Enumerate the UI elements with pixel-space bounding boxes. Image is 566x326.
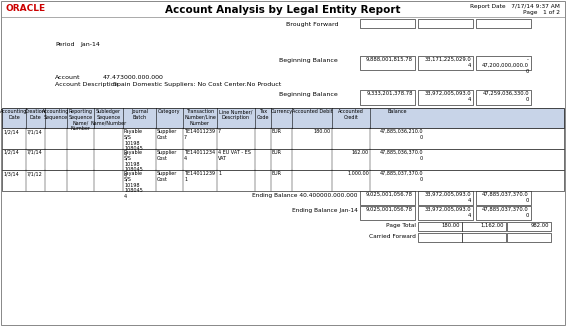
Text: EUR: EUR xyxy=(272,129,282,134)
Text: 1,162.00: 1,162.00 xyxy=(481,223,504,228)
Bar xyxy=(418,233,462,242)
Text: Transaction
Number/Line
Number: Transaction Number/Line Number xyxy=(184,109,216,126)
Bar xyxy=(360,191,415,205)
Text: 33,972,005,093.0
4: 33,972,005,093.0 4 xyxy=(424,91,471,102)
Text: 47.473000.000.000: 47.473000.000.000 xyxy=(103,75,164,80)
Bar xyxy=(418,206,473,220)
Text: 47,885,036,370.0
0: 47,885,036,370.0 0 xyxy=(379,150,423,161)
Text: ORACLE: ORACLE xyxy=(6,4,46,13)
Text: Spain Domestic Suppliers: No Cost Center.No Product: Spain Domestic Suppliers: No Cost Center… xyxy=(113,82,281,87)
Text: 162.00: 162.00 xyxy=(352,150,369,155)
Text: 47,885,036,210.0
0: 47,885,036,210.0 0 xyxy=(379,129,423,140)
Text: Supplier
Cost: Supplier Cost xyxy=(157,171,177,182)
Text: Carried Forward: Carried Forward xyxy=(369,234,416,239)
Bar xyxy=(418,222,462,231)
Text: Account Analysis by Legal Entity Report: Account Analysis by Legal Entity Report xyxy=(165,5,401,15)
Text: Payable
S/S
10198
108045
4: Payable S/S 10198 108045 4 xyxy=(124,150,143,178)
Text: Tax
Code: Tax Code xyxy=(257,109,269,120)
Text: Account: Account xyxy=(55,75,80,80)
Text: Jan-14: Jan-14 xyxy=(80,42,100,47)
Bar xyxy=(2,149,564,170)
Bar xyxy=(476,191,531,205)
Text: Accounted Debit: Accounted Debit xyxy=(291,109,332,114)
Text: 1/2/14: 1/2/14 xyxy=(3,129,19,134)
Text: Ending Balance 40.400000.000.000: Ending Balance 40.400000.000.000 xyxy=(252,193,358,198)
Text: Payable
S/S
10198
108045
4: Payable S/S 10198 108045 4 xyxy=(124,171,143,199)
Text: 180.00: 180.00 xyxy=(314,129,331,134)
Text: 7/1/14: 7/1/14 xyxy=(27,150,43,155)
Text: EUR: EUR xyxy=(272,171,282,176)
Text: Line Number/
Description: Line Number/ Description xyxy=(219,109,252,120)
Text: 33,972,005,093.0
4: 33,972,005,093.0 4 xyxy=(424,192,471,203)
Text: Report Date   7/17/14 9:37 AM: Report Date 7/17/14 9:37 AM xyxy=(470,4,560,9)
Text: 1: 1 xyxy=(218,171,221,176)
Text: TE14011239
7: TE14011239 7 xyxy=(184,129,215,140)
Bar xyxy=(507,222,551,231)
Text: Supplier
Cost: Supplier Cost xyxy=(157,129,177,140)
Text: 7: 7 xyxy=(218,129,221,134)
Bar xyxy=(418,19,473,28)
Text: 9,888,001,815.78: 9,888,001,815.78 xyxy=(366,57,413,62)
Text: Accounting
Date: Accounting Date xyxy=(1,109,28,120)
Text: 1,000.00: 1,000.00 xyxy=(348,171,369,176)
Text: -
47,200,000,000.0
0: - 47,200,000,000.0 0 xyxy=(482,57,529,74)
Bar xyxy=(2,108,564,128)
Bar xyxy=(476,206,531,220)
Text: Ending Balance Jan-14: Ending Balance Jan-14 xyxy=(292,208,358,213)
Text: 180.00: 180.00 xyxy=(441,223,460,228)
Text: 7/1/14: 7/1/14 xyxy=(27,129,43,134)
Text: 9,333,201,378.78: 9,333,201,378.78 xyxy=(367,91,413,96)
Text: Page   1 of 2: Page 1 of 2 xyxy=(523,10,560,15)
Text: 33,171,225,029.0
4: 33,171,225,029.0 4 xyxy=(424,57,471,68)
Bar xyxy=(507,233,551,242)
Text: Supplier
Cost: Supplier Cost xyxy=(157,150,177,161)
Text: TE14011234
4: TE14011234 4 xyxy=(184,150,215,161)
Text: 47,885,037,370.0
0: 47,885,037,370.0 0 xyxy=(482,207,529,218)
Text: 47,885,037,370.0
0: 47,885,037,370.0 0 xyxy=(482,192,529,203)
Text: Creation
Date: Creation Date xyxy=(25,109,46,120)
Text: Accounting
Sequence: Accounting Sequence xyxy=(42,109,70,120)
Bar xyxy=(462,222,506,231)
Text: 9,025,001,056.78: 9,025,001,056.78 xyxy=(366,192,413,197)
Bar xyxy=(2,170,564,191)
Text: Category: Category xyxy=(158,109,181,114)
Bar xyxy=(462,233,506,242)
Text: 7/1/12: 7/1/12 xyxy=(27,171,43,176)
Bar xyxy=(360,19,415,28)
Text: Payable
S/S
10198
108045
4: Payable S/S 10198 108045 4 xyxy=(124,129,143,157)
Bar xyxy=(360,56,415,70)
Bar xyxy=(2,128,564,149)
Text: TE14011239
1: TE14011239 1 xyxy=(184,171,215,182)
Text: Balance: Balance xyxy=(387,109,407,114)
Text: 33,972,005,093.0
4: 33,972,005,093.0 4 xyxy=(424,207,471,218)
Text: Journal
Batch: Journal Batch xyxy=(131,109,148,120)
Text: Accounted
Credit: Accounted Credit xyxy=(338,109,364,120)
Text: Beginning Balance: Beginning Balance xyxy=(279,58,338,63)
Bar xyxy=(418,56,473,70)
Text: Reporting
Sequence
Name/
Number: Reporting Sequence Name/ Number xyxy=(68,109,93,131)
Bar xyxy=(418,90,473,105)
Text: Subledger
Sequence
Name/Number: Subledger Sequence Name/Number xyxy=(91,109,127,126)
Bar xyxy=(476,56,531,70)
Text: Currency: Currency xyxy=(271,109,293,114)
Bar xyxy=(360,206,415,220)
Text: 1/2/14: 1/2/14 xyxy=(3,150,19,155)
Bar xyxy=(476,19,531,28)
Text: Brought Forward: Brought Forward xyxy=(285,22,338,27)
Text: 47,259,036,330.0
0: 47,259,036,330.0 0 xyxy=(482,91,529,102)
Text: Beginning Balance: Beginning Balance xyxy=(279,92,338,97)
Bar xyxy=(418,191,473,205)
Bar xyxy=(360,90,415,105)
Text: 4 EU VAT - ES
VAT: 4 EU VAT - ES VAT xyxy=(218,150,251,161)
Text: 982.00: 982.00 xyxy=(530,223,549,228)
Bar xyxy=(476,90,531,105)
Text: Account Description: Account Description xyxy=(55,82,118,87)
Text: 47,885,037,370.0
0: 47,885,037,370.0 0 xyxy=(379,171,423,182)
Text: EUR: EUR xyxy=(272,150,282,155)
Text: 9,025,001,056.78: 9,025,001,056.78 xyxy=(366,207,413,212)
Text: Page Total: Page Total xyxy=(386,223,416,228)
Text: 1/3/14: 1/3/14 xyxy=(3,171,19,176)
Text: Period: Period xyxy=(55,42,75,47)
